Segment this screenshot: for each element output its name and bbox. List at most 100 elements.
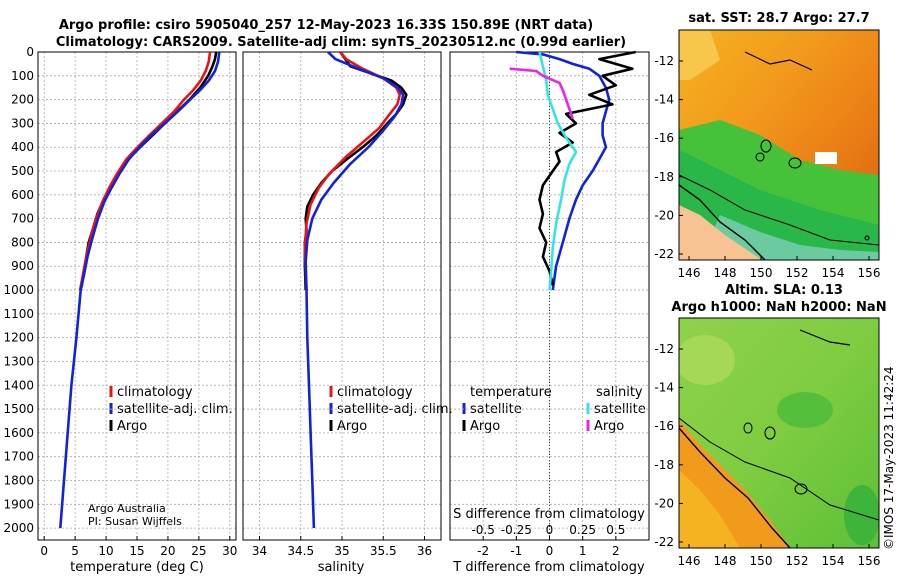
series-climatology [78, 51, 212, 291]
title-line-1: Argo profile: csiro 5905040_257 12-May-2… [59, 18, 593, 33]
sla-map-title-1: Altim. SLA: 0.13 [725, 283, 843, 298]
map-x-tick-label: 150 [750, 266, 773, 280]
top-tick-label: -0.5 [471, 523, 494, 537]
map-x-tick-label: 156 [858, 266, 881, 280]
x-tick-label: 34.5 [287, 544, 314, 558]
y-tick-label: 300 [11, 116, 34, 130]
legend-label: Argo [117, 419, 147, 434]
legend-label: Argo [337, 419, 367, 434]
map-y-tick-label: -14 [654, 381, 674, 395]
sst-map-title: sat. SST: 28.7 Argo: 27.7 [688, 11, 869, 26]
legend-left-title: temperature [470, 385, 552, 400]
x-tick-label: 30 [222, 544, 237, 558]
series-s-argo [509, 67, 574, 120]
map-y-tick-label: -12 [654, 54, 674, 68]
y-tick-label: 800 [11, 235, 34, 249]
y-tick-label: 1700 [3, 450, 34, 464]
map-y-tick-label: -22 [654, 535, 674, 549]
y-tick-label: 600 [11, 188, 34, 202]
legend-label: satellite [594, 402, 646, 417]
legend-label: Argo [594, 419, 624, 434]
map-y-tick-label: -22 [654, 247, 674, 261]
y-tick-label: 400 [11, 140, 34, 154]
y-tick-label: 1400 [3, 378, 34, 392]
x-tick-label: 5 [71, 544, 79, 558]
map-y-tick-label: -14 [654, 93, 674, 107]
map-x-tick-label: 148 [714, 266, 737, 280]
salinity-xlabel: salinity [318, 560, 365, 575]
legend-label: satellite-adj. clim. [337, 402, 453, 417]
y-tick-label: 1100 [3, 307, 34, 321]
annotation-line-1: Argo Australia [88, 502, 166, 515]
top-tick-label: 0.25 [569, 523, 596, 537]
title-line-2: Climatology: CARS2009. Satellite-adj cli… [56, 35, 626, 50]
x-tick-label: 0 [546, 544, 554, 558]
y-tick-label: 1600 [3, 426, 34, 440]
diff-xlabel: T difference from climatology [452, 560, 645, 575]
series-satellite-adj-clim- [59, 51, 221, 529]
map-y-tick-label: -18 [654, 458, 674, 472]
map-x-tick-label: 154 [822, 554, 845, 568]
annotation-line-2: PI: Susan Wijffels [88, 515, 182, 528]
y-tick-label: 1900 [3, 497, 34, 511]
sla-map-title-2: Argo h1000: NaN h2000: NaN [671, 300, 886, 315]
legend-label: satellite-adj. clim. [117, 402, 233, 417]
map-x-tick-label: 152 [786, 554, 809, 568]
map-x-tick-label: 154 [822, 266, 845, 280]
x-tick-label: 10 [98, 544, 113, 558]
x-tick-label: 36 [417, 544, 432, 558]
temperature-legend: climatology satellite-adj. clim. Argo [109, 385, 233, 434]
x-tick-label: 15 [129, 544, 144, 558]
map-y-tick-label: -20 [654, 496, 674, 510]
map-x-tick-label: 156 [858, 554, 881, 568]
sst-map: sat. SST: 28.7 Argo: 27.7 146 148 150 152 15… [654, 11, 880, 280]
legend-label: climatology [117, 385, 193, 400]
map-y-tick-label: -18 [654, 170, 674, 184]
y-tick-label: 1500 [3, 402, 34, 416]
salinity-panel: salinity climatology satellite-adj. clim.… [242, 51, 453, 575]
series-t-satellite [516, 50, 611, 291]
y-tick-label: 1000 [3, 283, 34, 297]
y-tick-label: 1200 [3, 331, 34, 345]
y-tick-label: 100 [11, 69, 34, 83]
y-tick-label: 2000 [3, 521, 34, 535]
salinity-legend: climatology satellite-adj. clim. Argo [329, 385, 453, 434]
x-tick-label: -1 [510, 544, 522, 558]
map-y-tick-label: -20 [654, 208, 674, 222]
y-tick-label: 500 [11, 164, 34, 178]
map-x-tick-label: 152 [786, 266, 809, 280]
x-tick-label: 34 [252, 544, 267, 558]
difference-panel: T difference from climatology S differen… [449, 50, 650, 575]
y-tick-label: 1800 [3, 473, 34, 487]
y-tick-label: 0 [26, 45, 34, 59]
map-y-tick-label: -12 [654, 342, 674, 356]
y-tick-label: 700 [11, 212, 34, 226]
top-tick-label: -0.25 [501, 523, 532, 537]
legend-right-title: salinity [596, 385, 643, 400]
y-tick-label: 200 [11, 93, 34, 107]
top-tick-label: 0 [546, 523, 554, 537]
series-t-argo [538, 50, 636, 286]
series-satellite-adj-clim- [304, 51, 405, 529]
x-tick-label: -2 [477, 544, 489, 558]
sla-map: Altim. SLA: 0.13 Argo h1000: NaN h2000: … [654, 283, 886, 568]
map-y-tick-label: -16 [654, 131, 674, 145]
top-tick-label: 0.5 [606, 523, 625, 537]
x-tick-label: 35.5 [370, 544, 397, 558]
x-tick-label: 1 [579, 544, 587, 558]
map-x-tick-label: 146 [678, 266, 701, 280]
credit-text: ©IMOS 17-May-2023 11:42:24 [882, 366, 896, 550]
map-x-tick-label: 148 [714, 554, 737, 568]
legend-label: Argo [470, 419, 500, 434]
legend-label: satellite [470, 402, 522, 417]
temperature-xlabel: temperature (deg C) [70, 560, 204, 575]
y-tick-label: 1300 [3, 354, 34, 368]
series-s-satellite [538, 51, 578, 291]
difference-legend: temperature salinity satellite Argo satellit… [462, 385, 646, 434]
x-tick-label: 35 [334, 544, 349, 558]
x-tick-label: 20 [160, 544, 175, 558]
legend-label: climatology [337, 385, 413, 400]
x-tick-label: 2 [612, 544, 620, 558]
map-y-tick-label: -16 [654, 419, 674, 433]
